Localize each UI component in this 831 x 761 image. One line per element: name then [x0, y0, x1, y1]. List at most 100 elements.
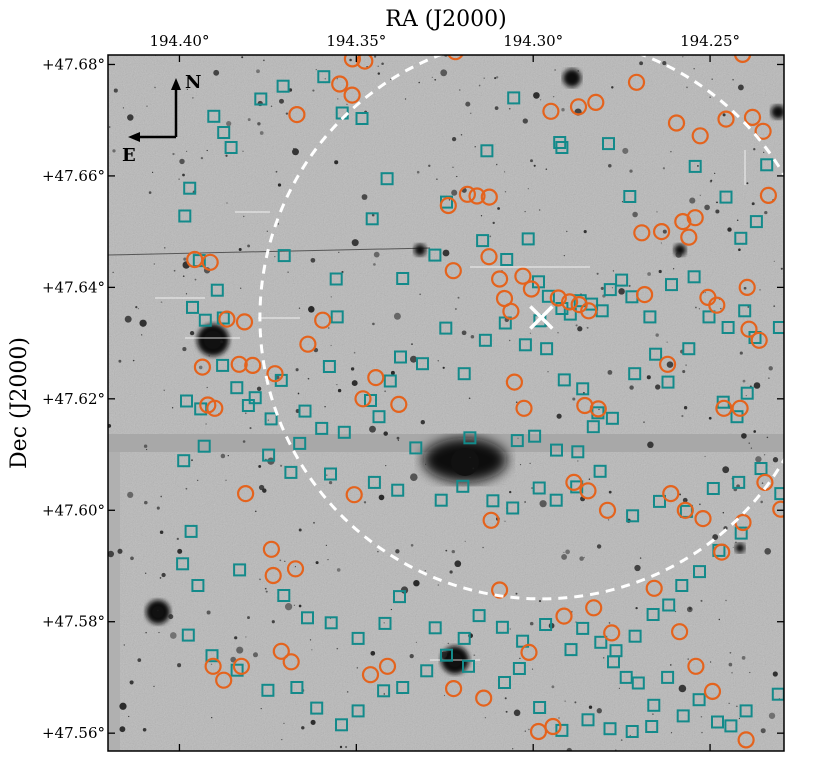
field-star [325, 544, 328, 547]
field-star [301, 726, 305, 730]
field-star [728, 702, 730, 704]
field-star [660, 242, 663, 244]
field-star [349, 58, 352, 62]
field-star [588, 478, 591, 480]
field-star [284, 603, 293, 611]
field-star [563, 551, 565, 554]
field-star [415, 641, 417, 643]
square-marker [682, 342, 696, 356]
circle-marker [354, 390, 372, 408]
square-marker [456, 479, 470, 493]
field-star [345, 745, 348, 749]
field-star [469, 456, 471, 458]
field-star [226, 202, 228, 204]
field-star [240, 287, 242, 289]
field-star [508, 339, 511, 342]
circle-marker [235, 313, 254, 331]
field-star [682, 497, 688, 503]
field-star [655, 333, 659, 337]
square-marker [495, 620, 509, 634]
field-star [529, 332, 532, 334]
field-star [356, 667, 358, 669]
square-marker [191, 579, 205, 592]
field-star [353, 351, 356, 354]
square-marker [428, 248, 442, 262]
square-marker [711, 715, 724, 729]
circle-marker [680, 228, 698, 246]
field-star [123, 644, 125, 646]
field-star [530, 159, 533, 163]
field-star [635, 606, 638, 610]
square-marker [510, 434, 524, 448]
field-star [465, 101, 471, 107]
square-marker [322, 360, 336, 373]
field-star [513, 709, 521, 717]
field-star [484, 717, 487, 719]
square-marker [739, 704, 753, 718]
field-star [326, 474, 328, 476]
y-axis-label: Dec (J2000) [7, 337, 32, 469]
field-star [130, 556, 134, 561]
field-star [151, 171, 154, 174]
square-marker [205, 649, 219, 663]
circle-marker [694, 509, 712, 528]
field-star [178, 178, 180, 180]
field-star [607, 370, 613, 375]
field-star [160, 495, 163, 498]
square-marker [177, 454, 191, 468]
field-star [539, 209, 541, 211]
field-star [108, 550, 115, 558]
field-star [760, 728, 766, 734]
field-star [607, 519, 610, 521]
circle-marker [740, 320, 758, 338]
field-star [629, 385, 634, 390]
field-star [557, 332, 559, 334]
field-star [144, 500, 148, 505]
square-marker [605, 411, 619, 425]
square-marker [693, 565, 706, 579]
field-star [583, 230, 587, 234]
square-marker [330, 310, 344, 324]
field-star [198, 365, 203, 370]
field-star [457, 296, 460, 299]
circle-marker [193, 358, 211, 376]
field-star [763, 151, 765, 153]
field-star [666, 361, 674, 368]
field-star [377, 65, 379, 67]
field-star [419, 293, 421, 295]
field-star [598, 408, 600, 411]
field-star [683, 406, 688, 410]
field-star [727, 227, 732, 232]
square-marker [383, 374, 397, 388]
circle-marker [480, 188, 498, 206]
square-marker [337, 425, 351, 439]
field-star [474, 146, 476, 148]
field-star [696, 164, 699, 167]
field-star [119, 702, 127, 710]
field-star [531, 668, 534, 670]
field-star [712, 534, 719, 541]
field-star [773, 260, 775, 262]
circle-marker [475, 689, 493, 707]
field-star [643, 421, 645, 424]
field-star [728, 662, 733, 667]
field-star [743, 286, 747, 290]
field-star [328, 480, 333, 485]
field-star [410, 543, 414, 547]
field-star [647, 272, 651, 276]
field-star [146, 105, 148, 107]
field-star [763, 454, 766, 456]
field-star [206, 610, 211, 615]
circle-marker [343, 55, 361, 68]
field-star [505, 710, 508, 713]
field-star [410, 473, 418, 482]
field-star [759, 289, 761, 291]
field-star [185, 293, 188, 295]
field-star [374, 55, 377, 58]
field-star [159, 577, 162, 579]
field-star [309, 639, 312, 641]
field-star [539, 500, 547, 508]
field-star [704, 455, 706, 458]
circle-marker [658, 355, 677, 373]
field-star [283, 722, 285, 725]
